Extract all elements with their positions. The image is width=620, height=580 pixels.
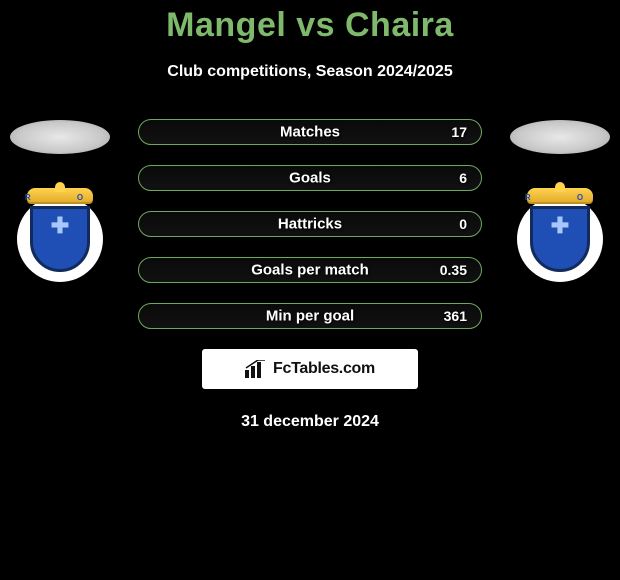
shield-inner xyxy=(530,206,590,272)
date-label: 31 december 2024 xyxy=(0,413,620,431)
shield-circle xyxy=(517,196,603,282)
stat-value: 0.35 xyxy=(440,262,467,278)
stat-row-matches: Matches 17 xyxy=(138,119,482,145)
stat-label: Goals per match xyxy=(251,262,369,279)
stat-label: Goals xyxy=(289,170,331,187)
stat-label: Min per goal xyxy=(266,308,354,325)
stat-row-goals-per-match: Goals per match 0.35 xyxy=(138,257,482,283)
bar-chart-icon xyxy=(245,360,267,378)
player-left-photo-placeholder xyxy=(10,120,110,154)
stat-row-min-per-goal: Min per goal 361 xyxy=(138,303,482,329)
stat-value: 0 xyxy=(459,216,467,232)
stat-value: 6 xyxy=(459,170,467,186)
stat-label: Matches xyxy=(280,124,340,141)
stat-row-goals: Goals 6 xyxy=(138,165,482,191)
page-title: Mangel vs Chaira xyxy=(0,0,620,45)
stat-label: Hattricks xyxy=(278,216,342,233)
player-right-slot xyxy=(510,120,610,282)
stat-value: 17 xyxy=(451,124,467,140)
player-left-slot xyxy=(10,120,110,282)
brand-link[interactable]: FcTables.com xyxy=(202,349,418,389)
shield-inner xyxy=(30,206,90,272)
brand-text: FcTables.com xyxy=(273,360,375,378)
player-left-club-badge xyxy=(10,196,110,282)
player-right-club-badge xyxy=(510,196,610,282)
competition-subtitle: Club competitions, Season 2024/2025 xyxy=(0,63,620,81)
player-right-photo-placeholder xyxy=(510,120,610,154)
stat-row-hattricks: Hattricks 0 xyxy=(138,211,482,237)
shield-circle xyxy=(17,196,103,282)
stat-value: 361 xyxy=(444,308,467,324)
